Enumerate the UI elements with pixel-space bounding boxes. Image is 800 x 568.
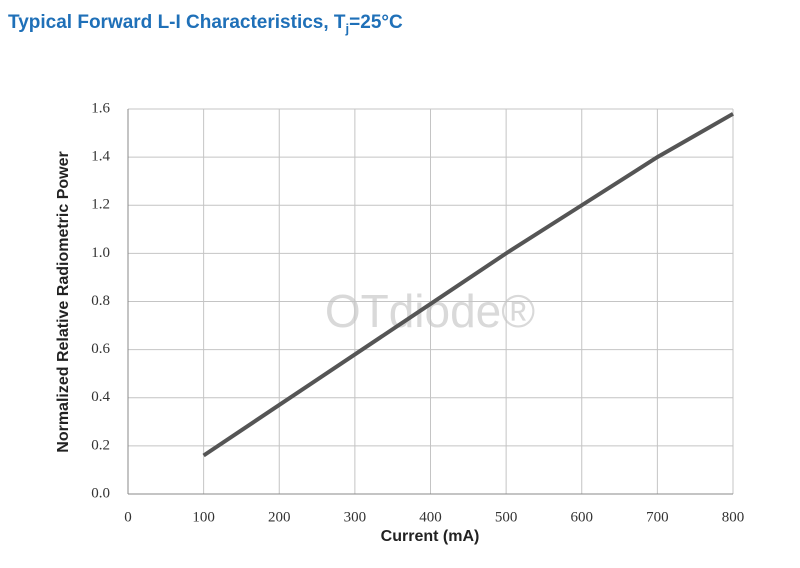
x-axis-label: Current (mA) [381, 528, 480, 545]
x-tick-label: 300 [344, 509, 367, 525]
title-subscript: j [345, 21, 350, 36]
x-tick-label: 500 [495, 509, 518, 525]
chart-title: Typical Forward L-I Characteristics, Tj=… [8, 12, 403, 36]
x-tick-label: 200 [268, 509, 291, 525]
y-tick-label: 0.0 [91, 485, 110, 501]
y-tick-label: 1.0 [91, 245, 110, 261]
x-tick-label: 0 [124, 509, 132, 525]
title-suffix: =25°C [349, 12, 403, 33]
y-tick-label: 1.4 [91, 149, 110, 165]
y-tick-label: 1.2 [91, 197, 110, 213]
y-tick-label: 0.4 [91, 389, 110, 405]
y-tick-label: 0.2 [91, 437, 110, 453]
title-text: Typical Forward L-I Characteristics, T [8, 12, 346, 33]
y-tick-label: 0.8 [91, 293, 110, 309]
x-tick-label: 800 [722, 509, 745, 525]
x-tick-label: 400 [419, 509, 442, 525]
x-tick-label: 600 [571, 509, 594, 525]
data-line [202, 112, 734, 458]
x-tick-label: 700 [646, 509, 669, 525]
y-axis-label: Normalized Relative Radiometric Power [55, 151, 72, 452]
x-tick-label: 100 [192, 509, 215, 525]
y-tick-label: 0.6 [91, 341, 110, 357]
y-tick-label: 1.6 [91, 100, 110, 116]
